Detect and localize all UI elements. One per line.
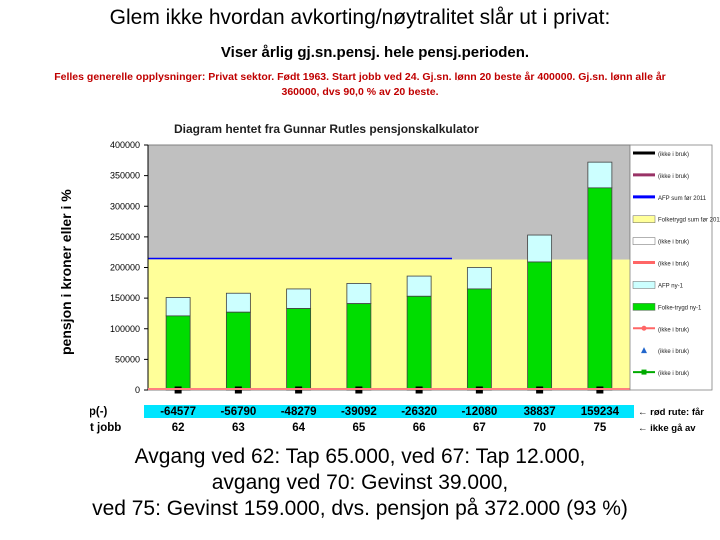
y-tick-label: 400000 [110, 140, 140, 150]
bar-afp-64 [286, 288, 312, 309]
legend-label: (ikke i bruk) [658, 327, 689, 333]
legend-label: (ikke i bruk) [658, 152, 689, 158]
y-tick-label: 350000 [110, 171, 140, 181]
gev-value: -39092 [341, 406, 377, 418]
alder-value: 67 [473, 422, 486, 434]
legend-swatch [632, 215, 656, 223]
y-tick-label: 300000 [110, 201, 140, 211]
y-tick-label: 50000 [115, 354, 140, 364]
note-black: ← ikke gå av [638, 423, 696, 434]
alder-value: 75 [593, 422, 606, 434]
legend-label: AFP sum før 2011 [658, 196, 707, 202]
alder-value: 63 [232, 422, 245, 434]
alder-row-label: Alder slutt jobb [90, 422, 121, 434]
chart-subtitle: Viser årlig gj.sn.pensj. hele pensj.peri… [220, 44, 530, 61]
legend-swatch-dot [641, 325, 647, 331]
info-line-2: 360000, dvs 90,0 % av 20 beste. [281, 86, 439, 98]
gev-row-bg [144, 405, 634, 418]
legend-label: (ikke i bruk) [658, 240, 689, 246]
bar-afp-66 [406, 275, 432, 297]
bar-folketrygd-62 [165, 315, 191, 391]
legend-label: (ikke i bruk) [658, 262, 689, 268]
gev-value: -64577 [160, 406, 196, 418]
pension-chart: 0 50000 100000 150000 200000 250000 300000 3500… [90, 140, 720, 434]
bar-folketrygd-70 [527, 261, 553, 391]
legend-swatch [632, 281, 656, 289]
alder-value: 70 [533, 422, 546, 434]
gev-value: -48279 [281, 406, 317, 418]
y-tick-label: 250000 [110, 232, 140, 242]
info-text: Felles generelle opplysninger: Privat se… [8, 70, 712, 100]
bar-afp-65 [346, 283, 372, 305]
gev-value: -56790 [220, 406, 256, 418]
bar-afp-67 [466, 267, 492, 290]
bar-folketrygd-67 [466, 288, 492, 391]
y-tick-label: 200000 [110, 263, 140, 273]
footer-line-3: ved 75: Gevinst 159.000, dvs. pensjon på… [92, 497, 628, 520]
legend-swatch-square [641, 369, 647, 375]
slide-title: Glem ikke hvordan avkorting/nøytralitet … [109, 6, 611, 29]
note-red: ← rød rute: får [638, 407, 704, 418]
gev-value: 159234 [581, 406, 620, 418]
legend-swatch [632, 237, 656, 245]
legend-label: (ikke i bruk) [658, 349, 689, 355]
y-tick-label: 0 [135, 385, 140, 395]
alder-value: 65 [352, 422, 365, 434]
gev-row-label: Gev(+)/Tap(-) [90, 406, 108, 418]
legend-label: AFP ny-1 [658, 283, 684, 289]
legend-label: (ikke i bruk) [658, 371, 689, 377]
legend-label: (ikke i bruk) [658, 174, 689, 180]
alder-value: 62 [172, 422, 185, 434]
gev-value: -12080 [461, 406, 497, 418]
bar-folketrygd-65 [346, 303, 372, 391]
legend-label: Folke-trygd ny-1 [658, 305, 702, 311]
legend-swatch [632, 303, 656, 311]
alder-value: 66 [413, 422, 426, 434]
footer-line-1: Avgang ved 62: Tap 65.000, ved 67: Tap 1… [134, 445, 586, 468]
bar-folketrygd-75 [587, 187, 613, 391]
y-tick-label: 150000 [110, 293, 140, 303]
y-axis-label: pensjon i kroner eller i % [58, 189, 74, 355]
legend-label: Folketrygd sum før 2011 [658, 218, 720, 224]
bar-folketrygd-64 [286, 308, 312, 391]
chart-title: Diagram hentet fra Gunnar Rutles pensjon… [174, 122, 479, 136]
bar-folketrygd-66 [406, 295, 432, 391]
bar-afp-75 [587, 161, 613, 189]
footer-text: Avgang ved 62: Tap 65.000, ved 67: Tap 1… [0, 444, 720, 522]
legend-swatch [641, 347, 647, 354]
alder-value: 64 [292, 422, 305, 434]
bar-afp-70 [527, 234, 553, 263]
bar-afp-63 [225, 292, 251, 313]
gev-value: 38837 [524, 406, 556, 418]
y-tick-label: 100000 [110, 324, 140, 334]
reference-fill [148, 259, 630, 390]
bar-afp-62 [165, 297, 191, 317]
footer-line-2: avgang ved 70: Gevinst 39.000, [211, 471, 509, 494]
bar-folketrygd-63 [225, 311, 251, 391]
info-line-1: Felles generelle opplysninger: Privat se… [54, 71, 666, 83]
gev-value: -26320 [401, 406, 437, 418]
